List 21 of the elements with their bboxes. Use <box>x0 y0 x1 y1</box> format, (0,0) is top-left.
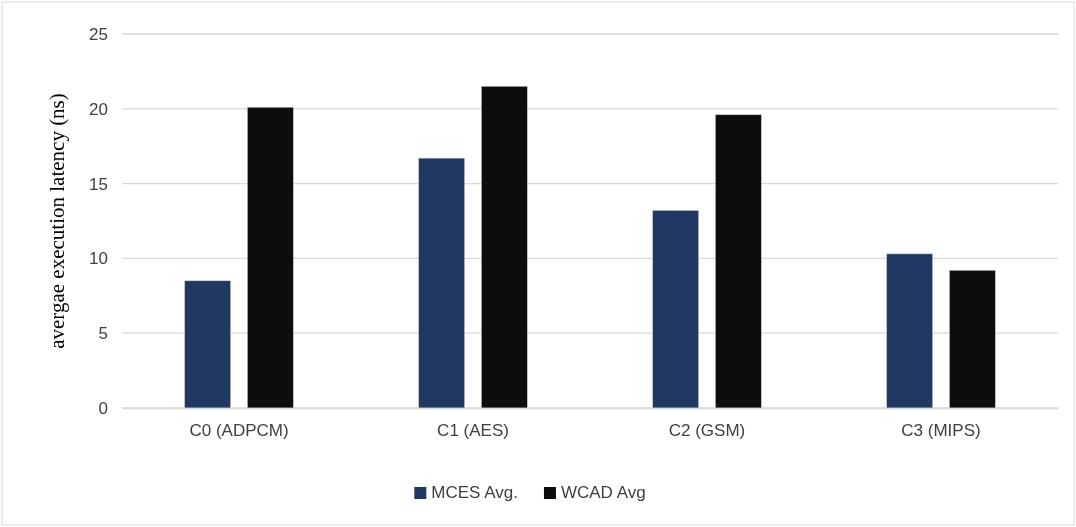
bar <box>652 210 699 409</box>
y-tick-label: 25 <box>89 24 108 44</box>
x-tick-label: C1 (AES) <box>437 421 509 441</box>
y-tick-label: 5 <box>98 324 108 344</box>
y-tick-label: 10 <box>89 249 108 269</box>
bar <box>715 114 762 409</box>
y-axis-title: avergae execution latency (ns) <box>45 93 69 349</box>
y-tick-label: 0 <box>98 398 108 418</box>
y-tick-label: 15 <box>89 174 108 194</box>
x-tick-label: C2 (GSM) <box>668 421 746 441</box>
bar <box>886 253 933 409</box>
bar <box>184 280 231 409</box>
bar <box>418 157 465 409</box>
y-tick-label: 20 <box>89 99 108 119</box>
legend-label: WCAD Avg <box>560 483 646 502</box>
legend-label: MCES Avg. <box>431 483 518 502</box>
x-tick-label: C3 (MIPS) <box>901 421 981 441</box>
bar <box>481 86 528 409</box>
bar <box>949 270 996 409</box>
bar <box>247 107 294 409</box>
x-tick-label: C0 (ADPCM) <box>189 421 289 441</box>
